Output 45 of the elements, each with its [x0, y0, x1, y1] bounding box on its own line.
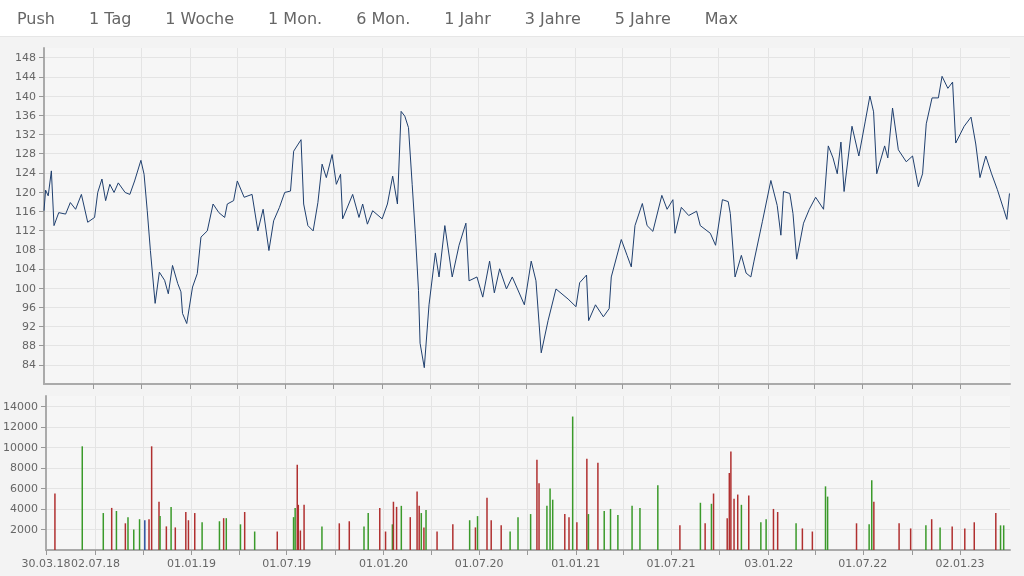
y-tick-label: 144: [15, 70, 36, 84]
x-tick-label: 01.01.20: [358, 557, 408, 570]
y-tick-label: 8000: [9, 461, 38, 475]
y-tick-label: 136: [15, 108, 36, 122]
text: 1 Mon.: [267, 8, 324, 28]
y-tick-label: 108: [15, 243, 36, 257]
text: 1 Jahr: [443, 8, 492, 28]
y-tick-label: 128: [15, 147, 36, 161]
x-tick-label: 01.07.19: [262, 557, 312, 570]
y-tick-label: 88: [22, 339, 36, 353]
x-tick-label: 03.01.22: [744, 557, 794, 570]
x-tick-label: 30.03.18: [21, 557, 71, 570]
y-tick-label: 14000: [2, 399, 38, 413]
x-tick-label: 02.07.18: [70, 557, 120, 570]
y-tick-label: 92: [22, 319, 36, 333]
y-tick-label: 112: [15, 223, 36, 237]
y-tick-label: 96: [22, 300, 36, 314]
line-series: [43, 75, 1010, 369]
y-tick-label: 100: [15, 281, 36, 295]
y-tick-label: 84: [22, 358, 36, 372]
text: 1 Woche: [164, 8, 236, 28]
text: 6 Mon.: [355, 8, 412, 28]
text: 3 Jahre: [523, 8, 582, 28]
text: 5 Jahre: [613, 8, 672, 28]
text: Push: [16, 8, 56, 28]
x-tick-label: 01.01.21: [551, 557, 601, 570]
y-tick-label: 4000: [9, 502, 38, 516]
x-tick-label: 01.07.21: [646, 557, 696, 570]
x-tick-label: 01.01.19: [167, 557, 217, 570]
text: Max: [703, 8, 739, 28]
y-tick-label: 6000: [9, 481, 38, 495]
y-tick-label: 104: [15, 262, 36, 276]
x-tick-label: 01.07.22: [838, 557, 888, 570]
x-tick-label: 02.01.23: [935, 557, 985, 570]
x-tick-label: 01.07.20: [454, 557, 504, 570]
y-tick-label: 10000: [2, 440, 38, 454]
y-tick-label: 148: [15, 51, 36, 65]
y-tick-label: 132: [15, 127, 36, 141]
y-tick-label: 124: [15, 166, 36, 180]
y-tick-label: 2000: [9, 522, 38, 536]
y-tick-label: 12000: [2, 420, 38, 434]
y-tick-label: 116: [15, 204, 36, 218]
y-tick-label: 140: [15, 89, 36, 103]
y-tick-label: 120: [15, 185, 36, 199]
text: 1 Tag: [88, 8, 133, 28]
